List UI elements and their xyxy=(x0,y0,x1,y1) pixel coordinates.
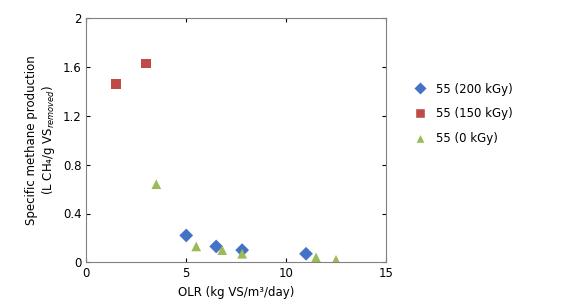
Legend: 55 (200 kGy), 55 (150 kGy), 55 (0 kGy): 55 (200 kGy), 55 (150 kGy), 55 (0 kGy) xyxy=(404,78,517,150)
55 (150 kGy) xyxy=(112,82,121,87)
55 (0 kGy) xyxy=(331,257,340,262)
55 (0 kGy) xyxy=(218,248,227,253)
Y-axis label: Specific methane production
(L CH₄/g VS$_{removed}$): Specific methane production (L CH₄/g VS$… xyxy=(25,56,57,225)
X-axis label: OLR (kg VS/m³/day): OLR (kg VS/m³/day) xyxy=(178,286,294,299)
55 (200 kGy) xyxy=(211,244,221,249)
55 (0 kGy) xyxy=(312,255,321,260)
55 (200 kGy) xyxy=(301,251,310,256)
55 (150 kGy) xyxy=(142,61,151,66)
55 (200 kGy) xyxy=(181,233,191,238)
55 (0 kGy) xyxy=(151,182,161,187)
55 (200 kGy) xyxy=(237,248,247,253)
55 (0 kGy) xyxy=(192,244,201,249)
55 (0 kGy) xyxy=(237,251,247,256)
